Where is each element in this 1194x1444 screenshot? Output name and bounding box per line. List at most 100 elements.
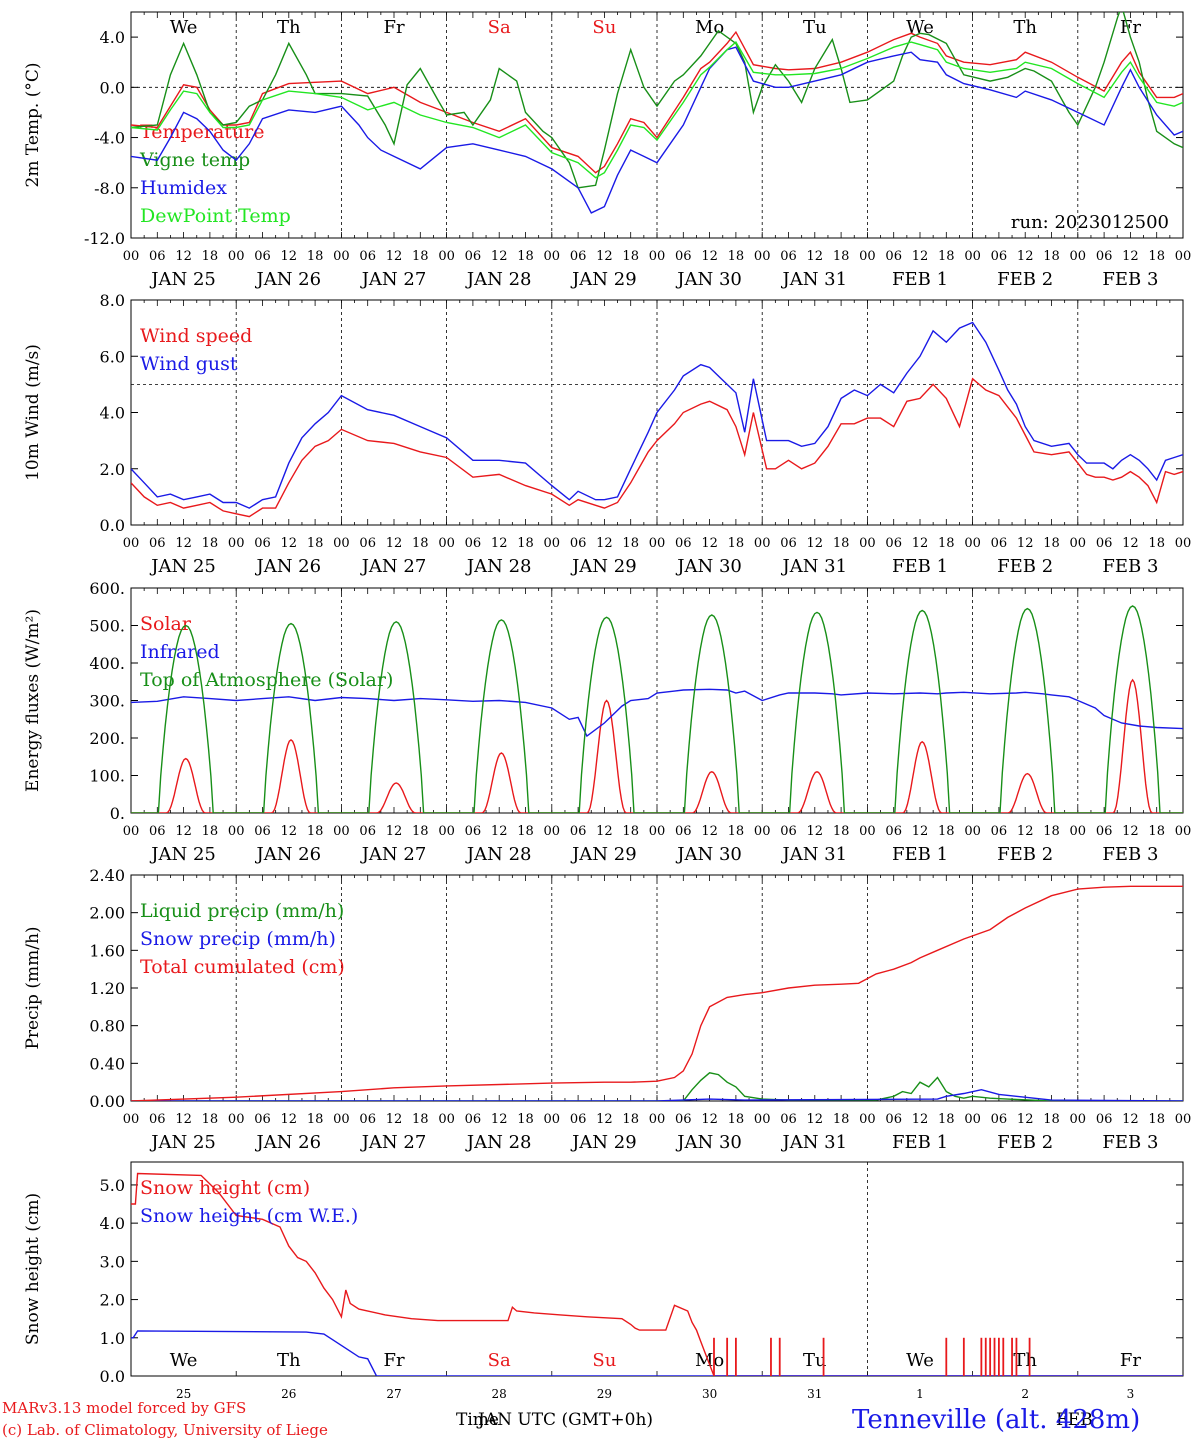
- x-hour-label: 00: [649, 536, 666, 551]
- series-line: [131, 688, 1183, 738]
- x-hour-label: 06: [885, 536, 902, 551]
- x-hour-label: 12: [175, 249, 192, 264]
- x-hour-label: 12: [281, 536, 298, 551]
- x-date-label: FEB 1: [892, 556, 948, 577]
- x-hour-label: 00: [649, 249, 666, 264]
- y-tick-label: 2.0: [100, 460, 125, 479]
- y-axis-label: Snow height (cm): [23, 1193, 43, 1345]
- x-hour-label: 12: [912, 1112, 929, 1127]
- y-tick-label: 4.0: [100, 1214, 125, 1233]
- x-date-label: FEB 2: [997, 269, 1053, 290]
- x-hour-label: 06: [991, 536, 1008, 551]
- day-label: Fr: [383, 1350, 404, 1371]
- y-tick-label: 1.0: [100, 1329, 125, 1348]
- x-date-label: FEB 2: [997, 1132, 1053, 1153]
- y-tick-label: 2.40: [89, 866, 125, 885]
- day-label: We: [906, 17, 934, 38]
- x-hour-label: 12: [386, 536, 403, 551]
- x-hour-label: 06: [991, 1112, 1008, 1127]
- x-date-label: JAN 26: [255, 844, 322, 865]
- x-hour-label: 18: [1148, 249, 1165, 264]
- series-line: [131, 41, 1183, 179]
- panel-temperature: 4.0 0.0 -4.0 -8.0 -12.0 2m Temp. (°C) 00 06 12 18…: [23, 11, 1191, 290]
- day-number: 25: [176, 1387, 191, 1401]
- day-number: 26: [281, 1387, 296, 1401]
- panel-precip: 0.00 0.40 0.80 1.20 1.60 2.00 2.40 Precip (mm/h…: [23, 866, 1191, 1153]
- x-hour-label: 00: [438, 249, 455, 264]
- x-hour-label: 18: [938, 536, 955, 551]
- x-date-label: JAN 31: [781, 1132, 848, 1153]
- x-hour-label: 06: [149, 824, 166, 839]
- day-label: Th: [1013, 17, 1037, 38]
- x-hour-label: 12: [701, 536, 718, 551]
- x-hour-label: 06: [465, 536, 482, 551]
- x-hour-label: 00: [859, 536, 876, 551]
- x-hour-label: 06: [254, 249, 271, 264]
- legend-entry: Liquid precip (mm/h): [140, 900, 344, 922]
- x-hour-label: 12: [912, 249, 929, 264]
- x-hour-label: 06: [885, 249, 902, 264]
- x-hour-label: 12: [701, 1112, 718, 1127]
- panel-wind: 0.0 2.0 4.0 6.0 8.0 10m Wind (m/s) 00 06 12 18 JAN…: [23, 291, 1191, 577]
- x-hour-label: 00: [228, 1112, 245, 1127]
- x-date-label: JAN 29: [570, 844, 637, 865]
- x-date-label: JAN 27: [360, 269, 427, 290]
- x-hour-label: 00: [859, 249, 876, 264]
- x-hour-label: 00: [123, 1112, 140, 1127]
- x-hour-label: 18: [307, 249, 324, 264]
- day-label: Mo: [695, 1350, 724, 1371]
- x-hour-label: 00: [333, 249, 350, 264]
- x-hour-label: 00: [544, 249, 561, 264]
- x-hour-label: 12: [1017, 536, 1034, 551]
- x-hour-label: 18: [412, 824, 429, 839]
- day-number: 31: [807, 1387, 822, 1401]
- x-hour-label: 06: [780, 824, 797, 839]
- day-label: Fr: [1120, 17, 1141, 38]
- x-date-label: FEB 3: [1102, 269, 1158, 290]
- x-hour-label: 12: [281, 249, 298, 264]
- x-hour-label: 18: [938, 1112, 955, 1127]
- run-label: run: 2023012500: [1011, 212, 1169, 233]
- x-date-label: JAN 25: [149, 269, 216, 290]
- x-hour-label: 00: [649, 824, 666, 839]
- x-hour-label: 12: [807, 536, 824, 551]
- x-hour-label: 18: [412, 536, 429, 551]
- x-hour-label: 12: [701, 824, 718, 839]
- x-hour-label: 18: [517, 1112, 534, 1127]
- x-hour-label: 06: [465, 824, 482, 839]
- x-hour-label: 12: [596, 536, 613, 551]
- x-hour-label: 00: [228, 249, 245, 264]
- x-date-label: FEB 1: [892, 844, 948, 865]
- legend-entry: Solar: [140, 613, 192, 635]
- x-hour-label: 12: [912, 536, 929, 551]
- y-tick-label: -4.0: [94, 129, 125, 148]
- x-hour-label: 18: [517, 536, 534, 551]
- x-hour-label: 18: [202, 1112, 219, 1127]
- x-hour-label: 18: [622, 536, 639, 551]
- x-hour-label: 00: [1175, 1112, 1192, 1127]
- x-date-label: JAN 27: [360, 1132, 427, 1153]
- x-date-label: JAN 31: [781, 844, 848, 865]
- legend-entry: Snow precip (mm/h): [140, 928, 336, 950]
- x-hour-label: 06: [254, 824, 271, 839]
- x-hour-label: 18: [307, 1112, 324, 1127]
- x-hour-label: 00: [1070, 824, 1087, 839]
- day-label: We: [170, 17, 198, 38]
- x-hour-label: 12: [807, 1112, 824, 1127]
- x-hour-label: 06: [570, 536, 587, 551]
- x-hour-label: 06: [675, 824, 692, 839]
- x-hour-label: 00: [1070, 1112, 1087, 1127]
- x-hour-label: 06: [465, 249, 482, 264]
- panel-snow: 0.0 1.0 2.0 3.0 4.0 5.0 Snow height (cm) We Th Fr…: [23, 1161, 1184, 1401]
- series-line: [131, 605, 1183, 813]
- y-tick-label: 0.40: [89, 1054, 125, 1073]
- x-hour-label: 06: [570, 1112, 587, 1127]
- series-line: [131, 1172, 1183, 1376]
- x-axis-title: JAN UTC (GMT+0h): [476, 1410, 653, 1430]
- x-hour-label: 18: [517, 824, 534, 839]
- x-hour-label: 00: [333, 536, 350, 551]
- x-hour-label: 12: [807, 824, 824, 839]
- credit-line1: MARv3.13 model forced by GFS: [2, 1399, 246, 1417]
- x-hour-label: 00: [544, 824, 561, 839]
- x-hour-label: 12: [281, 1112, 298, 1127]
